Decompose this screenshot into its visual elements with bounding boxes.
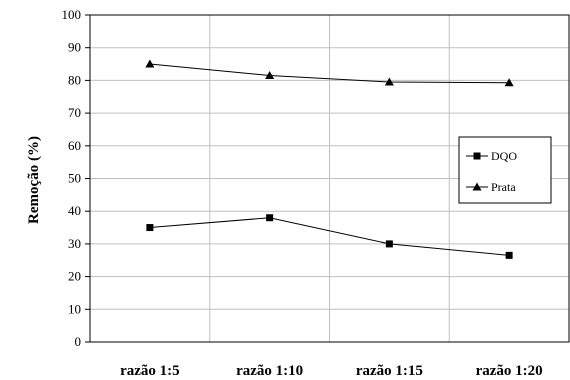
- y-tick-label: 20: [68, 269, 81, 284]
- legend-label: DQO: [491, 149, 517, 163]
- data-point: [504, 78, 514, 87]
- x-tick-label: razão 1:15: [356, 363, 423, 379]
- series-line: [149, 217, 510, 256]
- legend-box: [458, 136, 552, 204]
- axes: [85, 14, 570, 343]
- x-tick-label: razão 1:20: [476, 363, 543, 379]
- data-point: [146, 224, 154, 232]
- data-point: [385, 240, 393, 248]
- x-tick-labels: razão 1:5 razão 1:10 razão 1:15 razão 1:20: [120, 363, 543, 379]
- legend-marker: [473, 152, 481, 160]
- legend: DQO Prata: [458, 136, 552, 204]
- legend-label: Prata: [491, 180, 516, 194]
- x-tick-label: razão 1:10: [236, 363, 303, 379]
- plot-area-border: [89, 14, 570, 343]
- y-tick-label: 70: [68, 105, 81, 120]
- y-tick-label: 10: [68, 301, 81, 316]
- series: [145, 59, 514, 259]
- y-tick-label: 100: [62, 7, 82, 22]
- legend-item-prata: Prata: [466, 180, 516, 194]
- y-tick-label: 50: [68, 171, 81, 186]
- data-point: [145, 59, 155, 68]
- series-line: [149, 63, 510, 84]
- data-point: [384, 77, 394, 86]
- y-tick-label: 0: [75, 334, 82, 349]
- data-point: [266, 214, 274, 222]
- series-prata: [145, 59, 514, 87]
- legend-item-dqo: DQO: [466, 149, 517, 163]
- data-point: [265, 70, 275, 79]
- legend-marker: [472, 182, 482, 191]
- y-axis-title: Remoção (%): [26, 136, 42, 224]
- y-tick-labels: 0 10 20 30 40 50 60 70 80 90 100: [62, 7, 82, 349]
- data-point: [505, 251, 513, 259]
- y-tick-label: 80: [68, 72, 81, 87]
- y-tick-label: 40: [68, 203, 81, 218]
- series-dqo: [146, 214, 513, 259]
- y-tick-label: 30: [68, 236, 81, 251]
- y-tick-label: 90: [68, 40, 81, 55]
- y-tick-label: 60: [68, 138, 81, 153]
- x-tick-label: razão 1:5: [120, 363, 180, 379]
